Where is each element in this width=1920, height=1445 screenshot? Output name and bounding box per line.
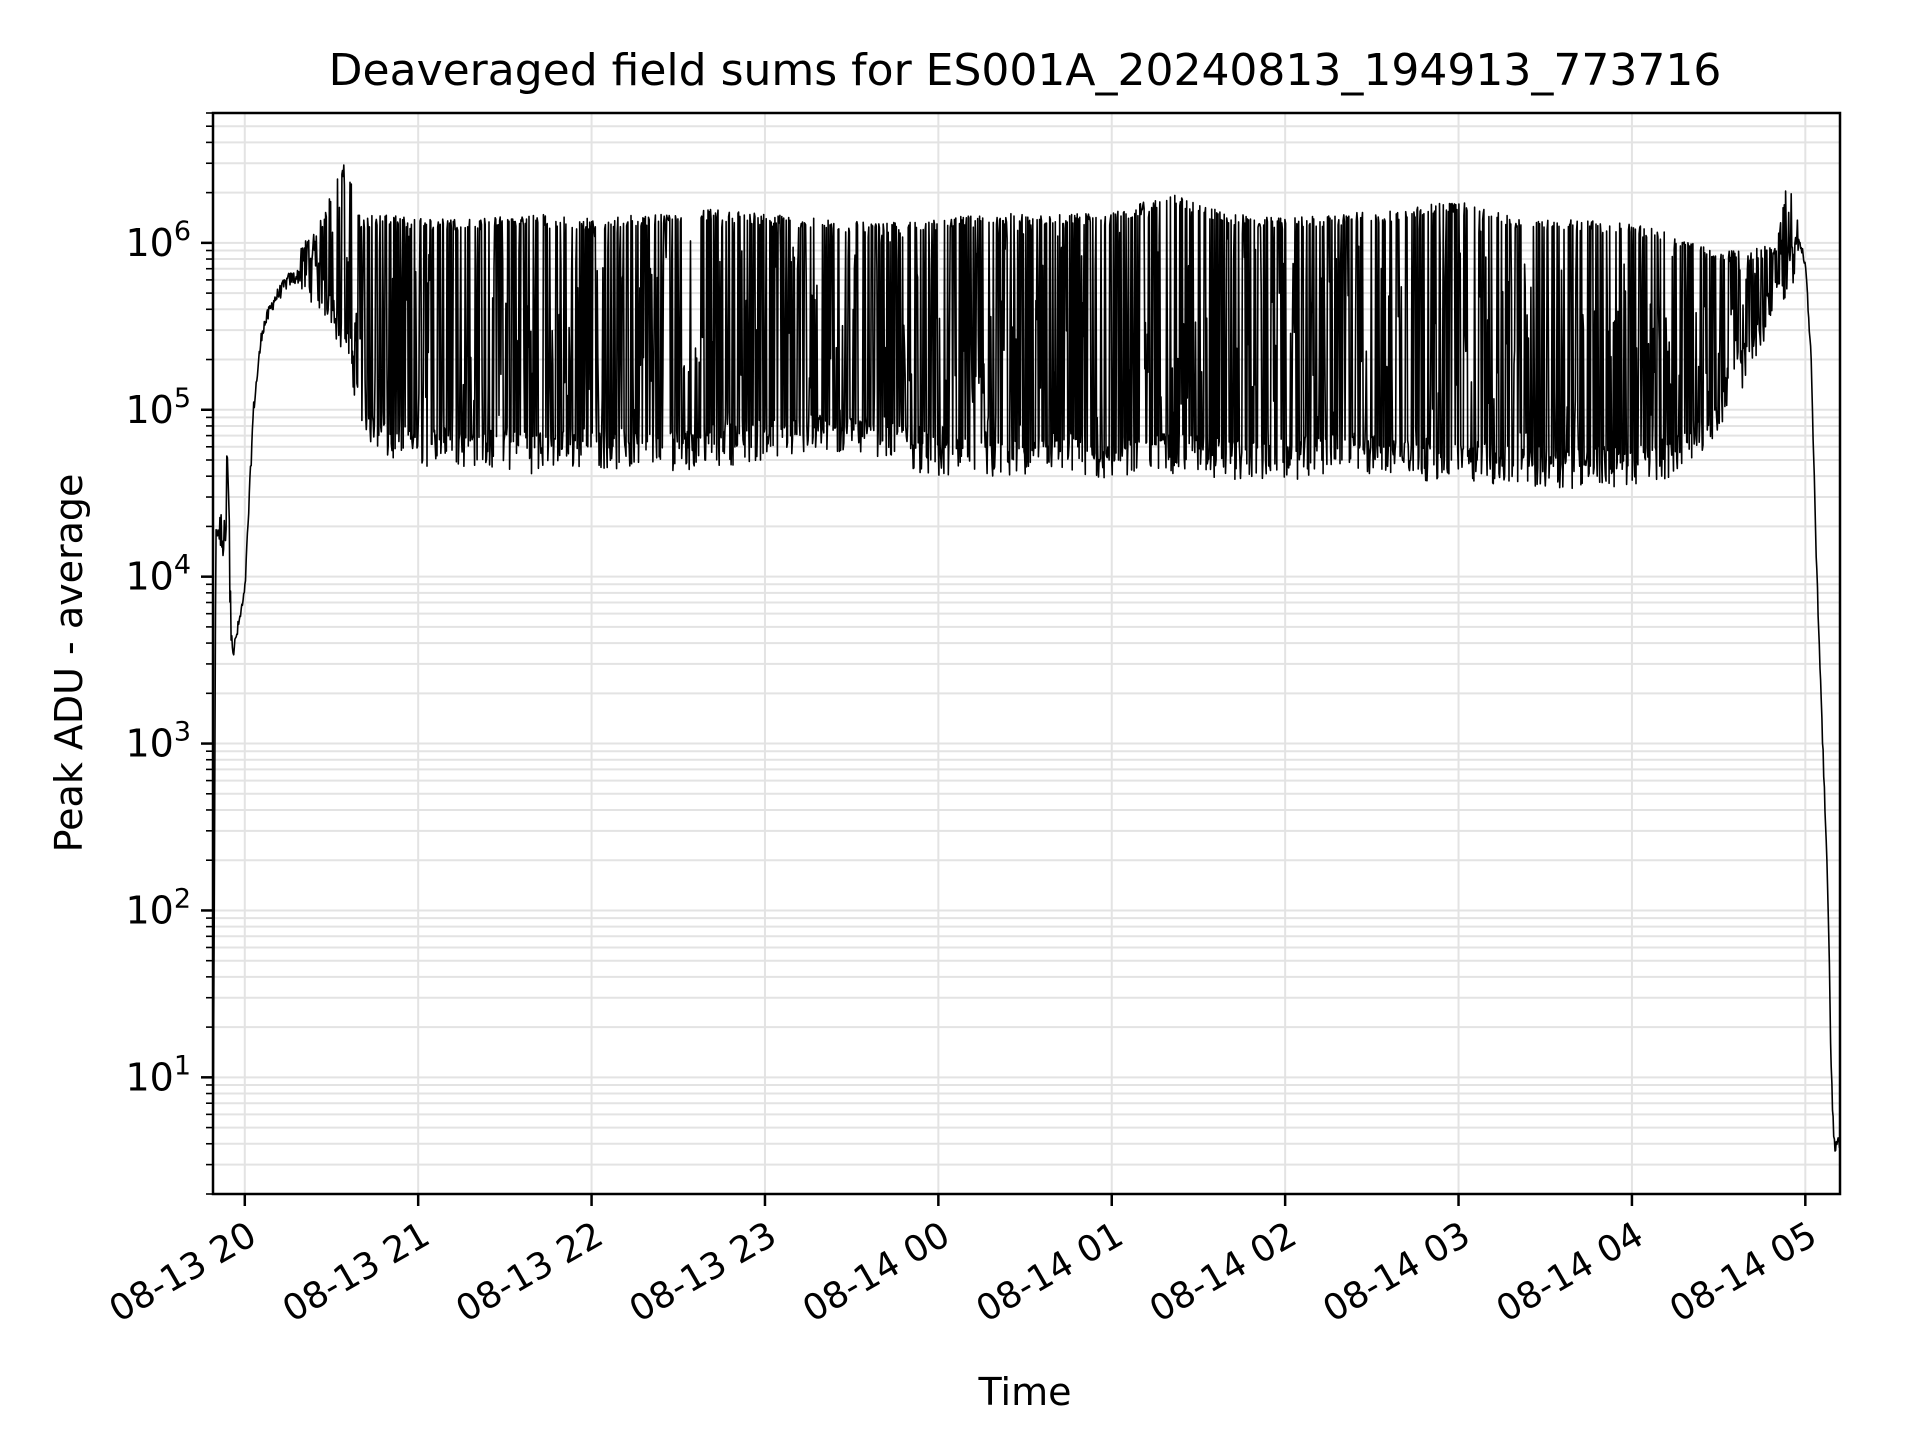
- y-tick-label: 104: [125, 550, 191, 599]
- y-tick-base: 10: [125, 888, 173, 932]
- y-tick-label: 103: [125, 717, 191, 766]
- y-tick-exponent: 6: [174, 216, 191, 247]
- y-tick-label: 101: [125, 1050, 191, 1099]
- y-tick-base: 10: [125, 388, 173, 432]
- y-tick-base: 10: [125, 722, 173, 766]
- y-tick-exponent: 2: [174, 883, 191, 914]
- y-tick-base: 10: [125, 1055, 173, 1099]
- x-axis-label: Time: [978, 1370, 1072, 1414]
- plot-frame: [211, 111, 1842, 1196]
- y-tick-base: 10: [125, 555, 173, 599]
- y-tick-exponent: 4: [174, 550, 191, 581]
- y-tick-label: 106: [125, 216, 191, 265]
- y-tick-exponent: 3: [174, 717, 191, 748]
- chart-title: Deaveraged field sums for ES001A_2024081…: [329, 45, 1722, 96]
- axes: [201, 111, 1842, 1206]
- series-line: [212, 164, 1841, 1195]
- series-layer: [212, 164, 1841, 1195]
- y-tick-label: 105: [125, 383, 191, 432]
- y-axis-label: Peak ADU - average: [47, 474, 91, 853]
- y-tick-exponent: 5: [174, 383, 191, 414]
- y-tick-exponent: 1: [174, 1050, 191, 1081]
- y-tick-label: 102: [125, 883, 191, 932]
- y-tick-base: 10: [125, 221, 173, 265]
